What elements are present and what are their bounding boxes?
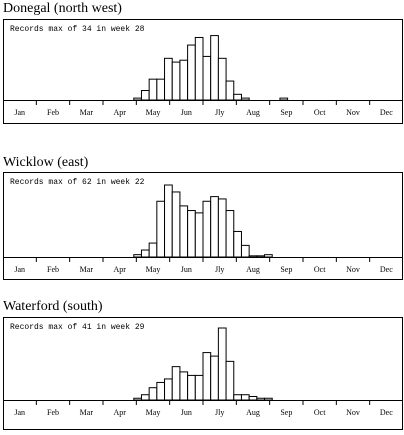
bar xyxy=(148,78,158,101)
annotation: Records max of 41 in week 29 xyxy=(10,323,145,332)
bar xyxy=(210,355,219,401)
bar xyxy=(225,80,235,101)
bar xyxy=(225,360,235,401)
bar xyxy=(148,242,158,258)
bar xyxy=(256,255,266,258)
month-label: Sep xyxy=(280,108,292,117)
bar xyxy=(156,200,166,258)
bar xyxy=(240,244,250,258)
bar xyxy=(140,394,150,401)
bar xyxy=(264,254,273,258)
bar xyxy=(248,395,258,401)
bar xyxy=(248,255,258,258)
month-label: Jun xyxy=(181,108,192,117)
month-label: Apr xyxy=(113,265,126,274)
month-label: Aug xyxy=(246,265,260,274)
bar xyxy=(194,212,204,258)
bar xyxy=(171,191,181,258)
bar xyxy=(140,249,150,258)
bar xyxy=(233,394,242,401)
bar xyxy=(156,381,166,401)
bar xyxy=(202,200,212,258)
bar xyxy=(202,352,212,401)
bar xyxy=(210,35,219,101)
annotation: Records max of 34 in week 28 xyxy=(10,25,145,34)
panel-frame xyxy=(3,317,403,430)
month-label: Dec xyxy=(380,408,393,417)
bar xyxy=(233,230,242,258)
annotation: Records max of 62 in week 22 xyxy=(10,178,145,187)
bar xyxy=(240,394,250,401)
month-label: Jun xyxy=(181,265,192,274)
month-label: Oct xyxy=(314,108,326,117)
panel-frame xyxy=(3,19,403,124)
bar xyxy=(133,254,142,258)
month-label: Dec xyxy=(380,265,393,274)
bar xyxy=(171,61,181,101)
month-label: Sep xyxy=(280,265,292,274)
bar xyxy=(194,36,204,101)
month-label: Jan xyxy=(14,108,25,117)
bar xyxy=(133,397,142,401)
bar xyxy=(264,397,273,401)
month-label: Feb xyxy=(47,108,59,117)
bar xyxy=(217,57,227,101)
bar xyxy=(210,196,219,258)
month-label: Feb xyxy=(47,408,59,417)
month-label: Oct xyxy=(314,408,326,417)
bar xyxy=(179,205,189,258)
month-label: Oct xyxy=(314,265,326,274)
month-label: Apr xyxy=(113,108,126,117)
bar xyxy=(164,378,173,401)
bar xyxy=(194,374,204,401)
month-label: Aug xyxy=(246,108,260,117)
month-label: May xyxy=(146,108,161,117)
month-label: May xyxy=(146,408,161,417)
month-label: Jun xyxy=(181,408,192,417)
bar xyxy=(225,210,235,258)
panel-frame xyxy=(3,172,403,280)
bar xyxy=(187,374,196,401)
month-label: Jly xyxy=(215,108,224,117)
panel-title: Donegal (north west) xyxy=(3,1,122,16)
bar xyxy=(156,78,166,101)
month-label: Nov xyxy=(346,265,360,274)
bar xyxy=(217,198,227,258)
bar xyxy=(279,97,289,101)
bar xyxy=(140,90,150,101)
month-label: Jly xyxy=(215,408,224,417)
month-label: Nov xyxy=(346,408,360,417)
month-label: Jan xyxy=(14,408,25,417)
bar xyxy=(164,184,173,258)
month-label: Mar xyxy=(80,108,94,117)
bar xyxy=(164,57,173,101)
month-label: Feb xyxy=(47,265,59,274)
bar xyxy=(148,387,158,401)
bar xyxy=(202,55,212,101)
bar xyxy=(133,97,142,101)
month-label: May xyxy=(146,265,161,274)
bar xyxy=(240,97,250,101)
month-label: Nov xyxy=(346,108,360,117)
month-label: Sep xyxy=(280,408,292,417)
bar xyxy=(179,371,189,401)
bar xyxy=(179,59,189,101)
panel-title: Wicklow (east) xyxy=(3,155,89,170)
month-label: Jan xyxy=(14,265,25,274)
bar xyxy=(187,44,196,101)
month-label: Aug xyxy=(246,408,260,417)
month-label: Mar xyxy=(80,265,94,274)
bar xyxy=(217,327,227,401)
bar xyxy=(171,366,181,401)
month-label: Jly xyxy=(215,265,224,274)
month-label: Apr xyxy=(113,408,126,417)
bar xyxy=(256,397,266,401)
bar xyxy=(187,210,196,258)
bar xyxy=(233,93,242,101)
month-label: Dec xyxy=(380,108,393,117)
panel-title: Waterford (south) xyxy=(3,299,103,314)
month-label: Mar xyxy=(80,408,94,417)
